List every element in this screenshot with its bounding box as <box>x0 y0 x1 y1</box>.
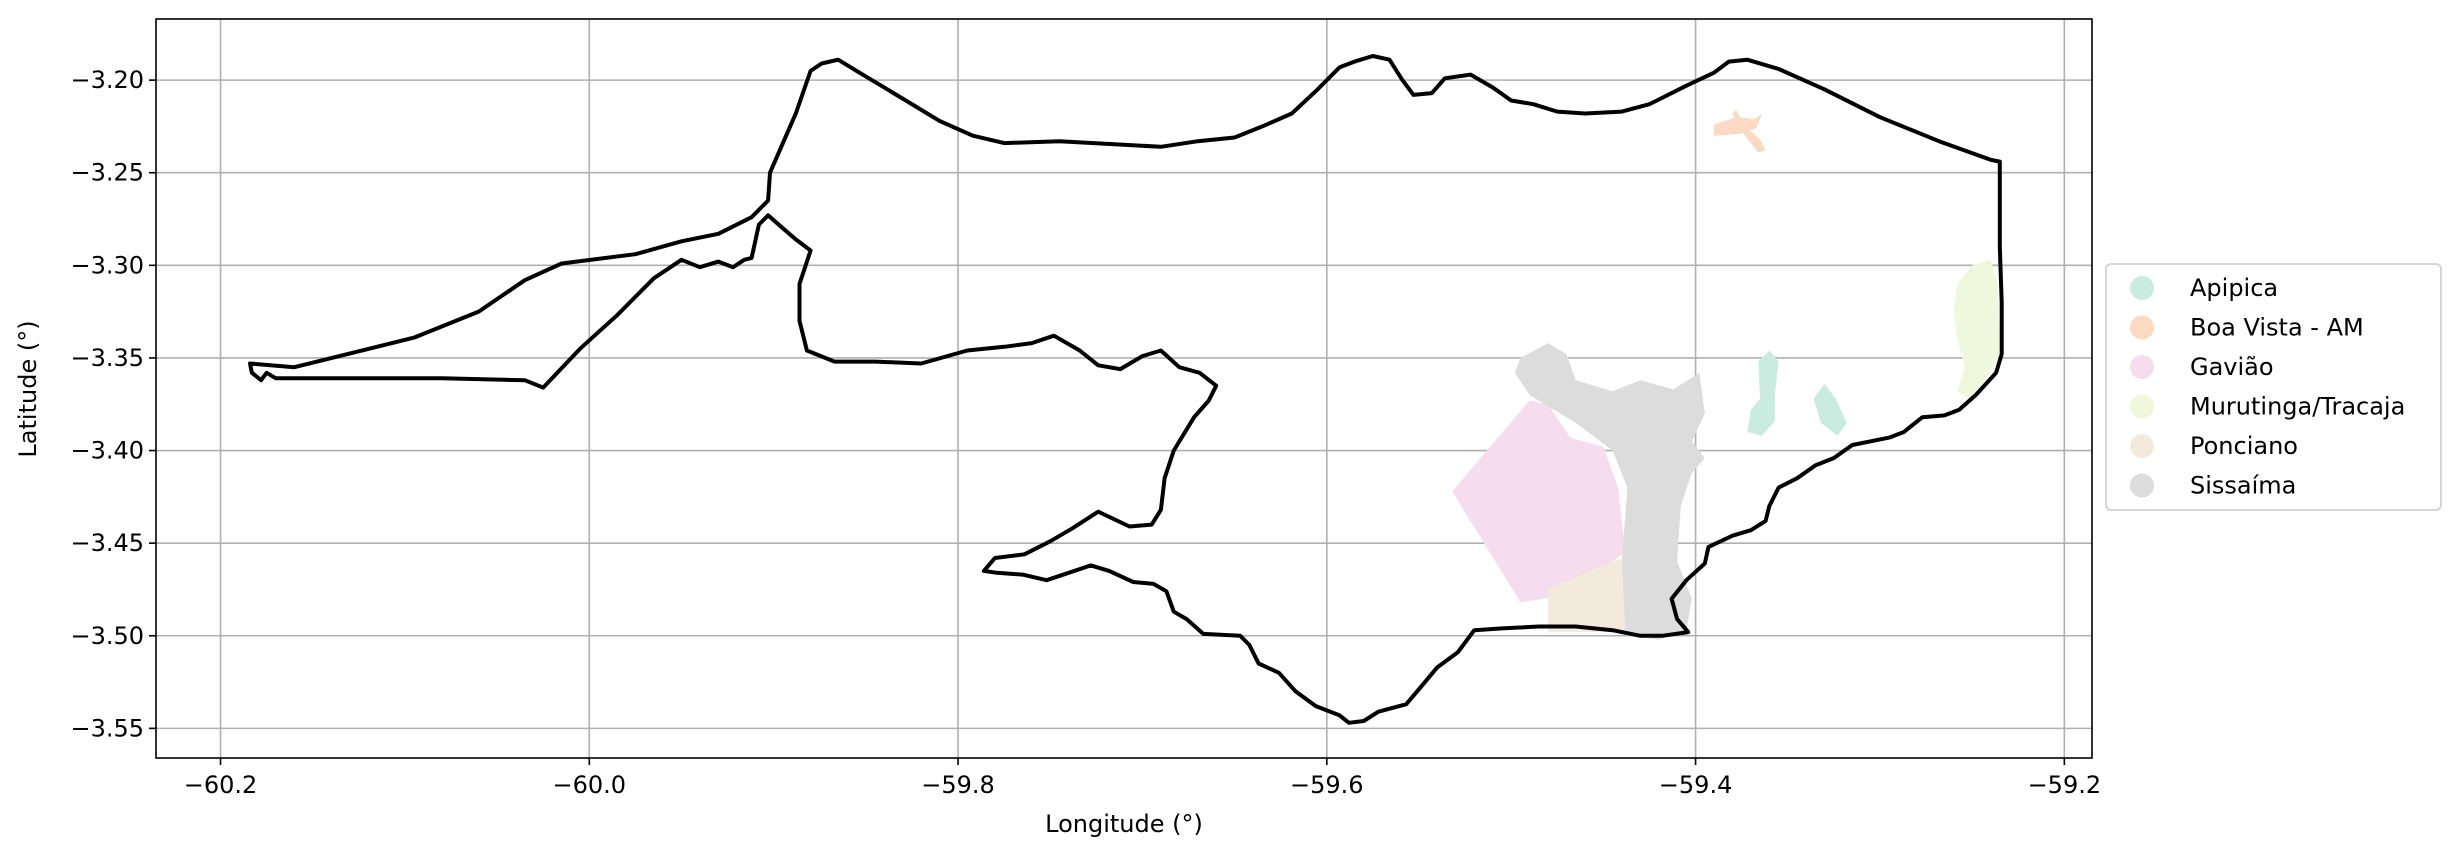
x-tick-label: −60.0 <box>553 771 627 799</box>
legend-label: Gavião <box>2190 353 2274 381</box>
x-axis-ticks: −60.2 −60.0 −59.8 −59.6 −59.4 −59.2 <box>184 758 2101 799</box>
region-polygon <box>1953 259 2000 399</box>
y-tick-label: −3.35 <box>70 344 144 372</box>
y-tick-label: −3.25 <box>70 159 144 187</box>
legend-label: Ponciano <box>2190 432 2298 460</box>
region-polygon <box>1747 350 1779 436</box>
legend-marker <box>2130 434 2154 458</box>
legend-label: Apipica <box>2190 274 2278 302</box>
legend-label: Sissaíma <box>2190 472 2296 500</box>
region-polygon <box>1548 558 1630 633</box>
legend-label: Boa Vista - AM <box>2190 314 2364 342</box>
region-polygon <box>1732 109 1766 153</box>
legend-marker <box>2130 394 2154 419</box>
x-tick-label: −59.8 <box>921 771 995 799</box>
legend: Apipica Boa Vista - AM Gavião Murutinga/Tra… <box>2105 263 2442 511</box>
x-tick-label: −59.2 <box>2028 771 2102 799</box>
region-boa-vista-am <box>1714 109 1766 153</box>
region-gaviao <box>1452 400 1626 603</box>
y-tick-label: −3.20 <box>70 66 144 94</box>
x-tick-label: −59.4 <box>1659 771 1733 799</box>
x-tick-label: −60.2 <box>184 771 258 799</box>
plot-frame <box>155 18 2093 759</box>
legend-marker <box>2130 473 2154 498</box>
y-axis-ticks: −3.20 −3.25 −3.30 −3.35 −3.40 −3.45 −3.50 −3.55 <box>70 66 156 742</box>
legend-label: Murutinga/Tracaja <box>2190 393 2405 421</box>
legend-marker <box>2130 276 2154 300</box>
y-tick-label: −3.55 <box>70 714 144 742</box>
legend-marker <box>2130 355 2154 379</box>
region-polygon <box>1714 113 1762 136</box>
boundary-outline <box>248 54 2004 725</box>
x-axis-label: Longitude (°) <box>1045 810 1203 838</box>
region-ponciano <box>1548 558 1630 633</box>
region-polygon <box>1452 400 1626 603</box>
region-polygons <box>1452 109 2000 640</box>
y-axis-label: Latitude (°) <box>14 320 42 457</box>
legend-items: Apipica Boa Vista - AM Gavião Murutinga/Tra… <box>2130 274 2405 500</box>
region-murutinga-tracaja <box>1953 259 2000 399</box>
x-tick-label: −59.6 <box>1290 771 1364 799</box>
region-polygon <box>1514 343 1705 640</box>
region-polygon <box>1813 383 1847 436</box>
y-tick-label: −3.40 <box>70 437 144 465</box>
y-tick-label: −3.50 <box>70 622 144 650</box>
region-apipica <box>1747 350 1847 436</box>
legend-marker <box>2130 315 2154 340</box>
region-sissaima <box>1514 343 1705 640</box>
y-tick-label: −3.30 <box>70 251 144 279</box>
y-tick-label: −3.45 <box>70 529 144 557</box>
boundary-line <box>248 54 2004 725</box>
legend-frame <box>2105 263 2442 511</box>
